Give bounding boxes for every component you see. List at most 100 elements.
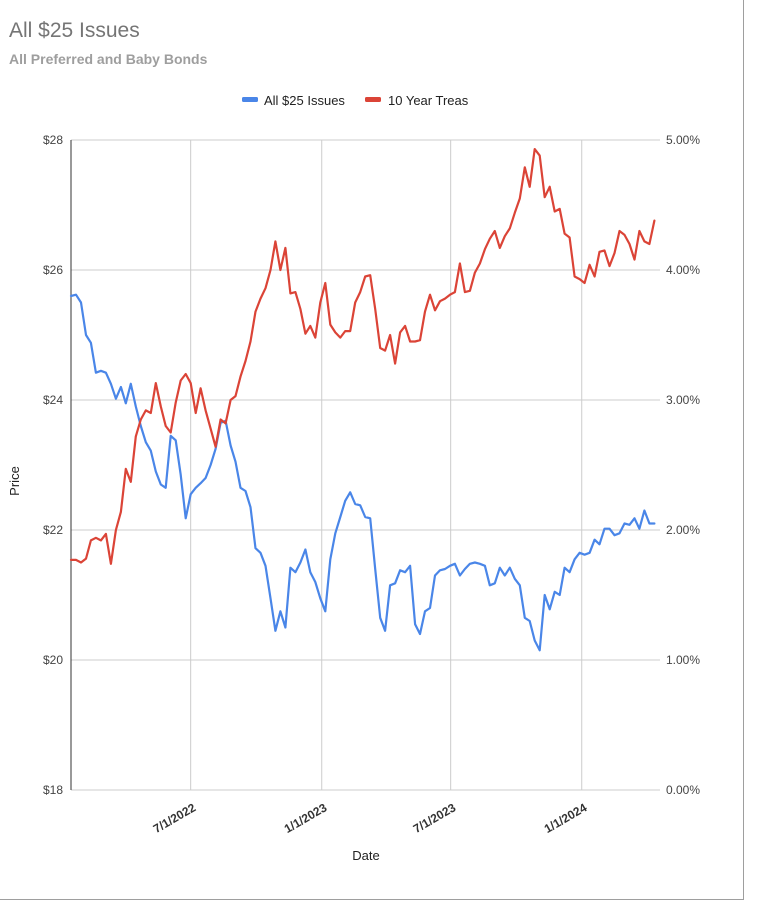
- y2-tick-label: 1.00%: [666, 653, 700, 667]
- y-tick-label: $26: [43, 263, 63, 277]
- series-line-1[interactable]: [69, 293, 656, 652]
- data-point: [618, 532, 621, 534]
- data-point: [234, 461, 237, 463]
- data-point: [85, 334, 87, 336]
- data-point: [514, 212, 516, 214]
- data-point: [534, 639, 536, 642]
- data-point: [314, 581, 316, 583]
- y-axis-left: $18 $20 $22 $24 $26 $28: [43, 133, 63, 797]
- legend-label-series-2: 10 Year Treas: [388, 93, 469, 108]
- data-point: [404, 325, 406, 327]
- data-point: [399, 569, 401, 571]
- data-point: [489, 238, 491, 240]
- data-point: [140, 418, 142, 421]
- data-point: [279, 610, 281, 612]
- data-point: [544, 594, 546, 596]
- data-point: [379, 617, 381, 619]
- data-point: [334, 331, 336, 333]
- data-point: [409, 340, 411, 343]
- data-point: [100, 370, 102, 372]
- data-point: [529, 186, 531, 188]
- y2-tick-label: 4.00%: [666, 263, 700, 277]
- data-point: [524, 617, 526, 619]
- data-point: [404, 571, 406, 573]
- data-point: [618, 230, 621, 232]
- data-point: [564, 567, 566, 569]
- data-point: [244, 360, 247, 362]
- data-point: [589, 264, 591, 266]
- data-point: [239, 376, 242, 378]
- data-point: [504, 235, 506, 237]
- data-point: [499, 247, 501, 249]
- data-point: [294, 571, 296, 573]
- data-point: [319, 597, 321, 599]
- data-point: [539, 649, 541, 651]
- data-point: [145, 409, 147, 411]
- data-point: [374, 308, 376, 310]
- data-point: [289, 292, 291, 294]
- legend-label-series-1: All $25 Issues: [264, 93, 345, 108]
- data-point: [559, 594, 561, 596]
- data-point: [354, 301, 356, 304]
- data-point: [459, 574, 461, 577]
- data-point: [434, 309, 436, 311]
- legend[interactable]: All $25 Issues 10 Year Treas: [242, 93, 469, 108]
- data-point: [389, 334, 391, 336]
- data-point: [309, 571, 311, 573]
- data-point: [484, 565, 486, 567]
- data-point: [598, 251, 601, 253]
- data-point: [554, 210, 556, 213]
- data-point: [494, 582, 496, 584]
- data-point: [459, 262, 461, 265]
- data-point: [349, 330, 351, 332]
- data-point: [638, 230, 641, 232]
- data-point: [628, 524, 631, 526]
- data-point: [264, 565, 267, 567]
- data-point: [469, 290, 471, 292]
- data-point: [574, 558, 576, 560]
- data-point: [264, 287, 267, 289]
- legend-item-series-1[interactable]: All $25 Issues: [242, 93, 345, 108]
- data-point: [165, 487, 167, 489]
- data-point: [155, 382, 157, 384]
- data-point: [125, 402, 127, 404]
- y-tick-label: $24: [43, 393, 63, 407]
- legend-item-series-2[interactable]: 10 Year Treas: [365, 93, 469, 108]
- data-point: [514, 578, 516, 580]
- data-point: [419, 339, 421, 341]
- data-point: [334, 532, 336, 534]
- data-point: [160, 483, 162, 486]
- data-point: [289, 567, 291, 569]
- y-tick-label: $22: [43, 523, 63, 537]
- data-point: [200, 482, 202, 484]
- data-point: [534, 148, 536, 150]
- data-point: [130, 383, 132, 385]
- data-point: [249, 340, 252, 343]
- data-point: [613, 534, 616, 536]
- data-point: [454, 291, 456, 293]
- data-point: [648, 522, 651, 525]
- data-point: [294, 291, 296, 293]
- data-point: [95, 537, 97, 539]
- data-point: [205, 409, 207, 411]
- data-point: [215, 446, 217, 448]
- data-point: [220, 418, 222, 421]
- series-2: [69, 148, 656, 565]
- data-point: [584, 554, 586, 556]
- data-point: [170, 435, 172, 437]
- y2-tick-label: 3.00%: [666, 393, 700, 407]
- legend-swatch-series-2: [365, 97, 381, 102]
- chart-frame: [0, 0, 744, 900]
- data-point: [429, 294, 431, 296]
- series-line-2[interactable]: [69, 148, 656, 565]
- data-point: [75, 294, 77, 296]
- data-point: [254, 547, 257, 549]
- data-point: [160, 405, 162, 408]
- x-axis-title: Date: [352, 848, 379, 863]
- data-point: [110, 563, 112, 565]
- data-point: [190, 382, 192, 384]
- data-point: [369, 517, 371, 519]
- data-point: [249, 506, 252, 508]
- data-point: [579, 278, 581, 280]
- data-point: [359, 504, 361, 506]
